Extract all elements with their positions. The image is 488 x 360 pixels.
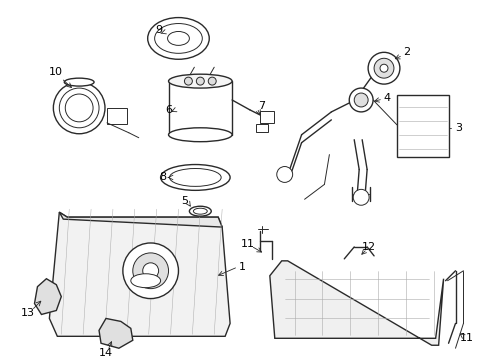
Text: 9: 9 — [155, 26, 162, 36]
Ellipse shape — [189, 206, 211, 216]
Circle shape — [352, 189, 368, 205]
Text: 4: 4 — [383, 93, 390, 103]
Text: 14: 14 — [99, 348, 113, 358]
Text: 5: 5 — [181, 196, 187, 206]
Text: 1: 1 — [238, 262, 245, 272]
Circle shape — [53, 82, 105, 134]
Circle shape — [184, 77, 192, 85]
Ellipse shape — [154, 23, 202, 53]
Circle shape — [367, 52, 399, 84]
Text: 6: 6 — [165, 105, 172, 115]
Text: 12: 12 — [361, 242, 375, 252]
Polygon shape — [49, 212, 230, 336]
Ellipse shape — [169, 168, 221, 186]
Ellipse shape — [168, 128, 232, 142]
Ellipse shape — [168, 74, 232, 88]
Circle shape — [208, 77, 216, 85]
Circle shape — [59, 88, 99, 128]
Polygon shape — [107, 108, 126, 124]
Circle shape — [379, 64, 387, 72]
Polygon shape — [35, 279, 61, 315]
Ellipse shape — [167, 31, 189, 45]
Ellipse shape — [64, 78, 94, 86]
Ellipse shape — [160, 165, 230, 190]
Text: 13: 13 — [20, 309, 35, 319]
Text: 2: 2 — [403, 47, 409, 57]
Polygon shape — [396, 95, 447, 157]
Polygon shape — [269, 261, 443, 345]
Text: 8: 8 — [159, 172, 166, 183]
Text: 10: 10 — [48, 67, 62, 77]
Polygon shape — [59, 212, 222, 227]
Polygon shape — [255, 124, 267, 132]
Circle shape — [348, 88, 372, 112]
Circle shape — [196, 77, 204, 85]
Ellipse shape — [147, 18, 209, 59]
Circle shape — [133, 253, 168, 289]
Polygon shape — [259, 111, 273, 123]
Text: 11: 11 — [459, 333, 472, 343]
Polygon shape — [99, 319, 133, 348]
Text: 11: 11 — [241, 239, 254, 249]
Ellipse shape — [131, 274, 160, 288]
Circle shape — [142, 263, 158, 279]
Circle shape — [276, 167, 292, 183]
Circle shape — [353, 93, 367, 107]
Text: 3: 3 — [454, 123, 461, 133]
Circle shape — [122, 243, 178, 298]
Ellipse shape — [193, 208, 207, 214]
Circle shape — [373, 58, 393, 78]
Text: 7: 7 — [258, 101, 265, 111]
Circle shape — [65, 94, 93, 122]
